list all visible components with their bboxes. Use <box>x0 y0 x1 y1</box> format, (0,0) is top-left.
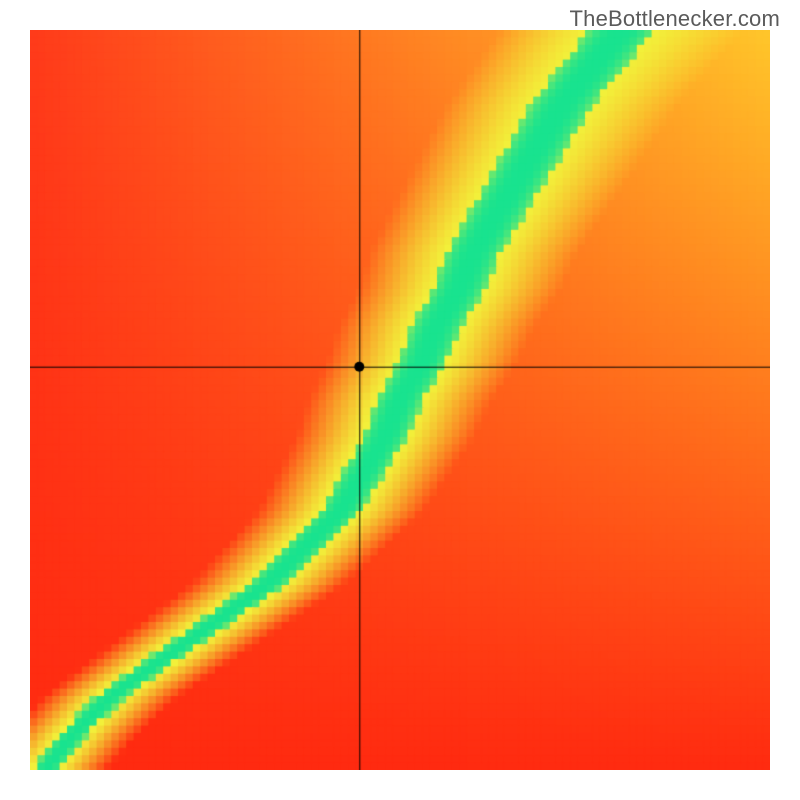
watermark-label: TheBottlenecker.com <box>570 6 780 32</box>
bottleneck-heatmap <box>30 30 770 770</box>
chart-container: TheBottlenecker.com <box>0 0 800 800</box>
